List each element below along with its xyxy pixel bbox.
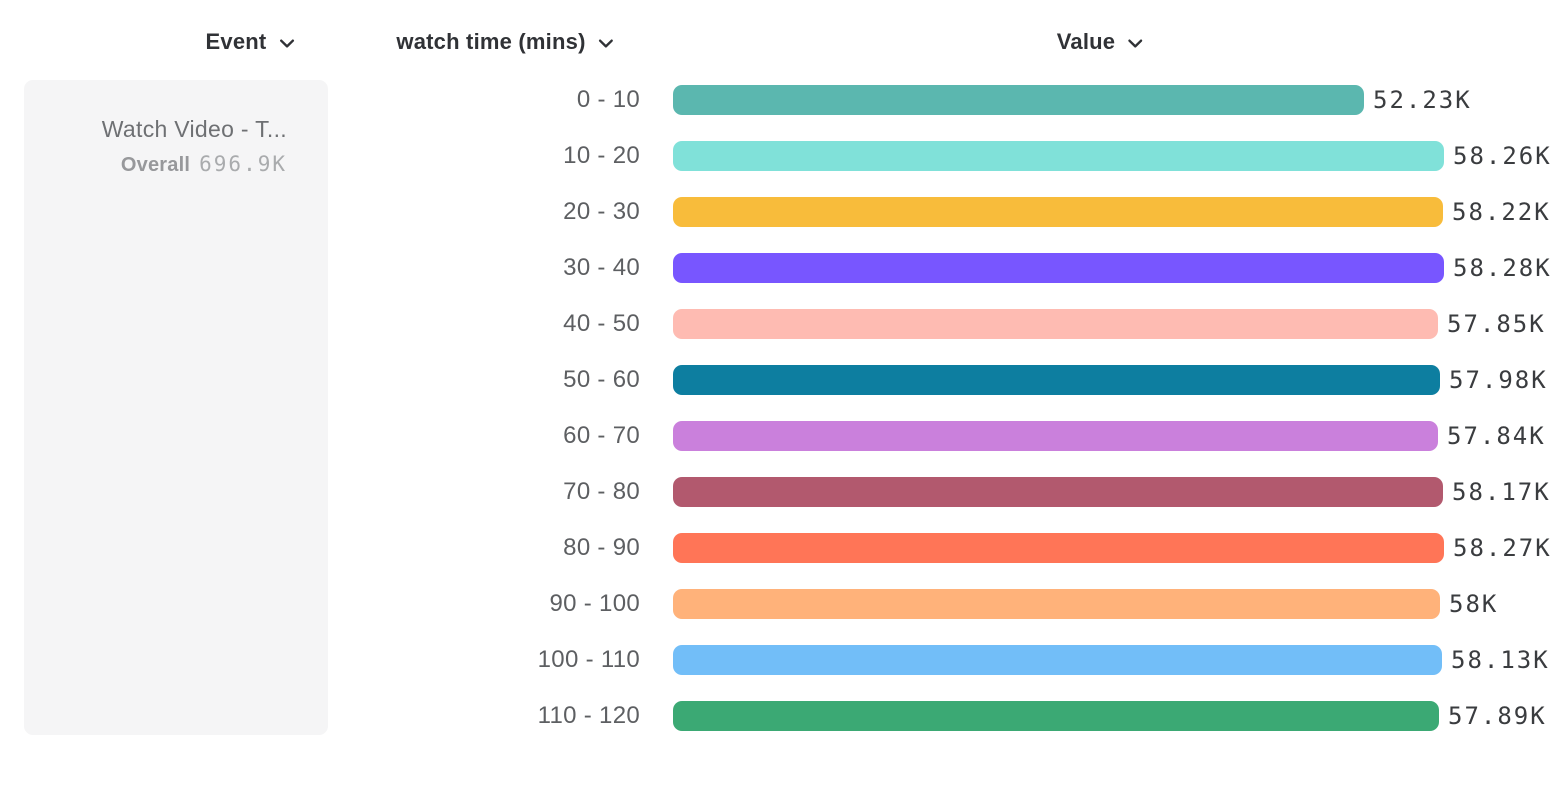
chart-row: 90 - 100 58K [0,576,1568,632]
column-header-value-label: Value [1056,29,1116,54]
chart-row: 20 - 30 58.22K [0,184,1568,240]
chart-row: 50 - 60 57.98K [0,352,1568,408]
category-label: 0 - 10 [576,86,640,113]
overall-label: Overall [120,154,191,176]
category-label: 10 - 20 [563,142,640,169]
category-label: 110 - 120 [537,702,640,729]
value-label: 58K [1449,590,1499,618]
bar[interactable] [673,477,1443,507]
value-label: 58.28K [1453,254,1552,282]
overall-value: 696.9K [199,152,287,176]
category-label: 20 - 30 [563,198,640,225]
bar-chart: 0 - 10 52.23K 10 - 20 58.26K 20 - 30 58.… [0,72,1568,744]
bar[interactable] [673,365,1440,395]
column-header-event-label: Event [205,29,267,54]
chevron-down-icon [279,39,294,48]
column-header-event[interactable]: Event [206,29,295,55]
bar[interactable] [673,589,1440,619]
value-label: 52.23K [1373,86,1472,114]
chevron-down-icon [1128,39,1143,48]
bar[interactable] [673,85,1364,115]
category-label: 30 - 40 [563,254,640,281]
bar[interactable] [673,197,1443,227]
chart-row: 110 - 120 57.89K [0,688,1568,744]
value-label: 58.13K [1451,646,1550,674]
category-label: 80 - 90 [563,534,640,561]
value-label: 57.98K [1449,366,1548,394]
value-label: 57.84K [1447,422,1546,450]
bar[interactable] [673,701,1439,731]
column-header-breakdown-label: watch time (mins) [396,29,586,54]
category-label: 70 - 80 [563,478,640,505]
chart-row: 0 - 10 52.23K [0,72,1568,128]
event-name: Watch Video - T... [101,116,287,142]
chart-row: 10 - 20 58.26K [0,128,1568,184]
chart-row: 80 - 90 58.27K [0,520,1568,576]
bar[interactable] [673,533,1444,563]
bar[interactable] [673,309,1438,339]
value-label: 57.89K [1448,702,1547,730]
value-label: 57.85K [1447,310,1546,338]
value-label: 58.26K [1453,142,1552,170]
bar[interactable] [673,421,1438,451]
value-label: 58.22K [1452,198,1551,226]
chart-row: 30 - 40 58.28K [0,240,1568,296]
chart-row: 60 - 70 57.84K [0,408,1568,464]
bar[interactable] [673,253,1444,283]
chart-row: 70 - 80 58.17K [0,464,1568,520]
category-label: 90 - 100 [549,590,640,617]
chevron-down-icon [599,39,614,48]
category-label: 40 - 50 [563,310,640,337]
category-label: 50 - 60 [563,366,640,393]
event-overall-row: Overall 696.9K [42,151,287,178]
chart-row: 40 - 50 57.85K [0,296,1568,352]
category-label: 100 - 110 [537,646,640,673]
bar[interactable] [673,141,1444,171]
column-header-breakdown[interactable]: watch time (mins) [396,29,614,55]
event-series-card[interactable]: Watch Video - T... Overall 696.9K [24,80,328,735]
category-label: 60 - 70 [563,422,640,449]
value-label: 58.27K [1453,534,1552,562]
bar[interactable] [673,645,1442,675]
chart-row: 100 - 110 58.13K [0,632,1568,688]
column-header-value[interactable]: Value [1057,29,1143,55]
value-label: 58.17K [1452,478,1551,506]
